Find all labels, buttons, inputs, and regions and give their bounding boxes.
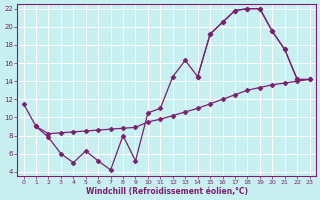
- X-axis label: Windchill (Refroidissement éolien,°C): Windchill (Refroidissement éolien,°C): [85, 187, 248, 196]
